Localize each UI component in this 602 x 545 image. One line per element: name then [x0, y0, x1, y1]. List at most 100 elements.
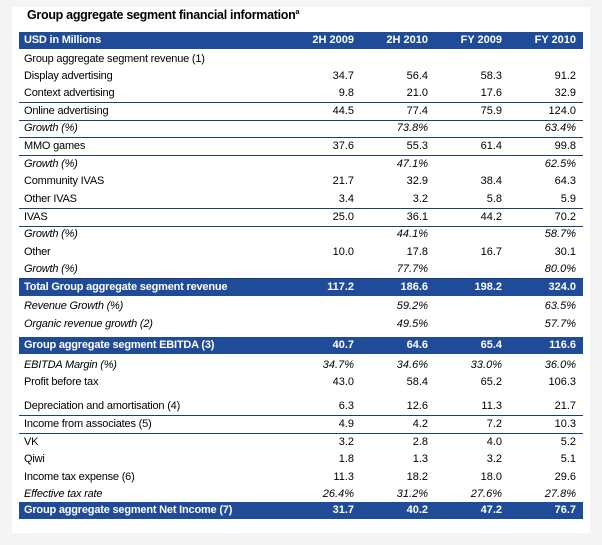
row-label: Growth (%) [24, 158, 78, 170]
report-card [12, 7, 590, 533]
row-value: 58.7% [544, 228, 576, 240]
row-label: Growth (%) [24, 122, 78, 134]
row-value: 11.3 [481, 400, 502, 412]
row-value: 59.2% [396, 300, 428, 312]
row-value: 40.2 [406, 504, 428, 516]
row-label: Income from associates (5) [24, 418, 152, 430]
table-row: Growth (%) 44.1% 58.7% [19, 226, 583, 243]
table-row: Income from associates (5) 4.9 4.2 7.2 10.3 [19, 416, 583, 434]
row-label: Group aggregate segment Net Income (7) [24, 504, 233, 516]
row-value: 30.1 [554, 246, 576, 258]
row-label: MMO games [24, 140, 86, 152]
row-label: Other [24, 246, 51, 258]
table-row: Growth (%) 47.1% 62.5% [19, 156, 583, 173]
row-value: 9.8 [338, 87, 354, 99]
table-row: Other 10.0 17.8 16.7 30.1 [19, 244, 583, 261]
row-value: 5.9 [560, 193, 576, 205]
row-label: Other IVAS [24, 193, 77, 205]
row-value: 70.2 [554, 211, 576, 223]
row-value: 32.9 [406, 175, 428, 187]
row-value: 5.8 [486, 193, 502, 205]
row-label: IVAS [24, 211, 48, 223]
table-row: MMO games 37.6 55.3 61.4 99.8 [19, 138, 583, 156]
row-value: 44.1% [396, 228, 428, 240]
row-value: 11.3 [333, 471, 354, 483]
row-value: 116.6 [549, 339, 576, 351]
row-label: Display advertising [24, 70, 113, 82]
row-value: 44.2 [480, 211, 502, 223]
row-value: 64.3 [554, 175, 576, 187]
table-row: IVAS 25.0 36.1 44.2 70.2 [19, 209, 583, 227]
title-text: Group aggregate segment financial inform… [27, 8, 296, 22]
row-value: 124.0 [548, 105, 576, 117]
table-row: VK 3.2 2.8 4.0 5.2 [19, 434, 583, 451]
table-row: Depreciation and amortisation (4) 6.3 12.6… [19, 398, 583, 416]
table-row: Growth (%) 77.7% 80.0% [19, 261, 583, 279]
row-value: 47.1% [396, 158, 428, 170]
row-value: 77.4 [406, 105, 428, 117]
row-label: Community IVAS [24, 175, 105, 187]
row-value: 5.2 [560, 436, 576, 448]
row-value: 65.2 [480, 376, 502, 388]
row-value: 3.4 [338, 193, 354, 205]
row-label: Income tax expense (6) [24, 471, 135, 483]
row-value: 44.5 [332, 105, 354, 117]
row-value: 36.1 [406, 211, 428, 223]
row-value: 65.4 [480, 339, 502, 351]
table-header: USD in Millions 2H 2009 2H 2010 FY 2009 … [19, 32, 583, 49]
row-value: 62.5% [544, 158, 576, 170]
col-header-fy2010: FY 2010 [534, 34, 576, 46]
row-value: 55.3 [406, 140, 428, 152]
row-value: 34.7% [322, 359, 354, 371]
row-value: 38.4 [480, 175, 502, 187]
row-label: Online advertising [24, 105, 109, 117]
row-value: 73.8% [396, 122, 428, 134]
row-value: 63.5% [544, 300, 576, 312]
row-label: Group aggregate segment revenue (1) [24, 53, 205, 65]
row-value: 106.3 [548, 376, 576, 388]
row-label: Total Group aggregate segment revenue [24, 281, 228, 293]
page-title: Group aggregate segment financial inform… [27, 8, 299, 22]
row-value: 1.8 [338, 453, 354, 465]
row-value: 36.0% [544, 359, 576, 371]
row-value: 1.3 [412, 453, 428, 465]
row-value: 49.5% [396, 318, 428, 330]
row-label: VK [24, 436, 39, 448]
row-value: 324.0 [548, 281, 576, 293]
row-value: 4.0 [486, 436, 502, 448]
row-value: 76.7 [554, 504, 576, 516]
row-value: 12.6 [406, 400, 428, 412]
row-value: 7.2 [486, 418, 502, 430]
row-value: 77.7% [396, 263, 428, 275]
title-footnote: a [295, 8, 300, 16]
row-value: 2.8 [412, 436, 428, 448]
col-header-2h2010: 2H 2010 [386, 34, 428, 46]
col-header-2h2009: 2H 2009 [312, 34, 354, 46]
row-value: 5.1 [560, 453, 576, 465]
table-row: Group aggregate segment revenue (1) [19, 51, 583, 68]
table-row: Context advertising 9.8 21.0 17.6 32.9 [19, 85, 583, 103]
row-value: 17.6 [480, 87, 502, 99]
row-value: 25.0 [332, 211, 354, 223]
row-value: 58.4 [406, 376, 428, 388]
row-value: 186.6 [400, 281, 428, 293]
row-value: 91.2 [554, 70, 576, 82]
row-label: Growth (%) [24, 263, 78, 275]
row-label: Profit before tax [24, 376, 99, 388]
row-value: 26.4% [322, 488, 354, 500]
row-label: Qiwi [24, 453, 45, 465]
row-value: 21.7 [332, 175, 354, 187]
row-label: Context advertising [24, 87, 115, 99]
row-value: 34.6% [396, 359, 428, 371]
row-label: Organic revenue growth (2) [24, 318, 153, 330]
row-value: 21.0 [406, 87, 428, 99]
table-row: Revenue Growth (%) 59.2% 63.5% [19, 298, 583, 315]
header-label: USD in Millions [24, 34, 102, 46]
row-value: 40.7 [332, 339, 354, 351]
row-value: 58.3 [480, 70, 502, 82]
row-value: 3.2 [486, 453, 502, 465]
row-value: 17.8 [406, 246, 428, 258]
row-value: 4.9 [338, 418, 354, 430]
row-value: 99.8 [554, 140, 576, 152]
